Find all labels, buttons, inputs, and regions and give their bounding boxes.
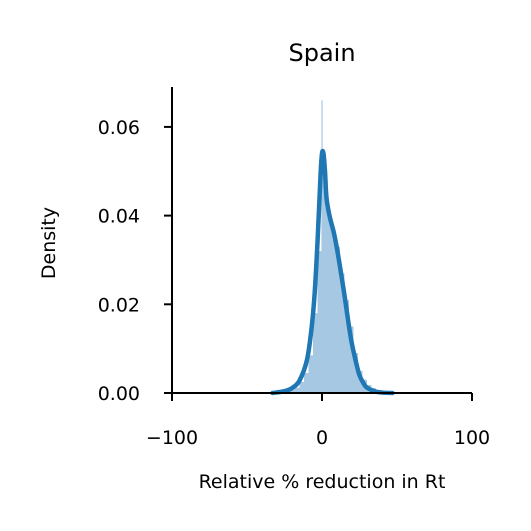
histogram-bar	[344, 299, 349, 393]
kde-line	[270, 148, 395, 396]
y-tick-label: 0.06	[98, 117, 140, 139]
histogram-bar	[317, 251, 322, 393]
y-tick-label: 0.00	[98, 383, 140, 405]
histogram-bar	[322, 162, 327, 393]
ticks: −100 0 100 0.00 0.02 0.04 0.06	[98, 117, 490, 449]
y-tick-label: 0.04	[98, 206, 140, 228]
y-axis-label: Density	[38, 207, 60, 279]
histogram-bar	[335, 246, 340, 393]
histogram-bar	[299, 381, 304, 393]
histogram-bar	[326, 211, 331, 393]
x-tick-label: 0	[316, 427, 328, 449]
histogram-bar	[353, 353, 358, 393]
histogram-bar	[290, 389, 295, 393]
histogram-bar	[313, 313, 318, 393]
histogram-bar	[331, 228, 336, 393]
histogram-bar	[308, 355, 313, 393]
histogram-bar	[340, 273, 345, 393]
histogram	[272, 100, 394, 393]
x-axis-label: Relative % reduction in Rt	[199, 471, 446, 493]
histogram-bar	[349, 326, 354, 393]
y-tick-label: 0.02	[98, 294, 140, 316]
kde-curve	[270, 148, 395, 396]
histogram-bar	[295, 387, 300, 393]
chart-title: Spain	[288, 39, 355, 67]
x-tick-label: 100	[454, 427, 490, 449]
histogram-spike	[321, 100, 323, 393]
x-tick-label: −100	[146, 427, 198, 449]
histogram-bar	[304, 373, 309, 393]
